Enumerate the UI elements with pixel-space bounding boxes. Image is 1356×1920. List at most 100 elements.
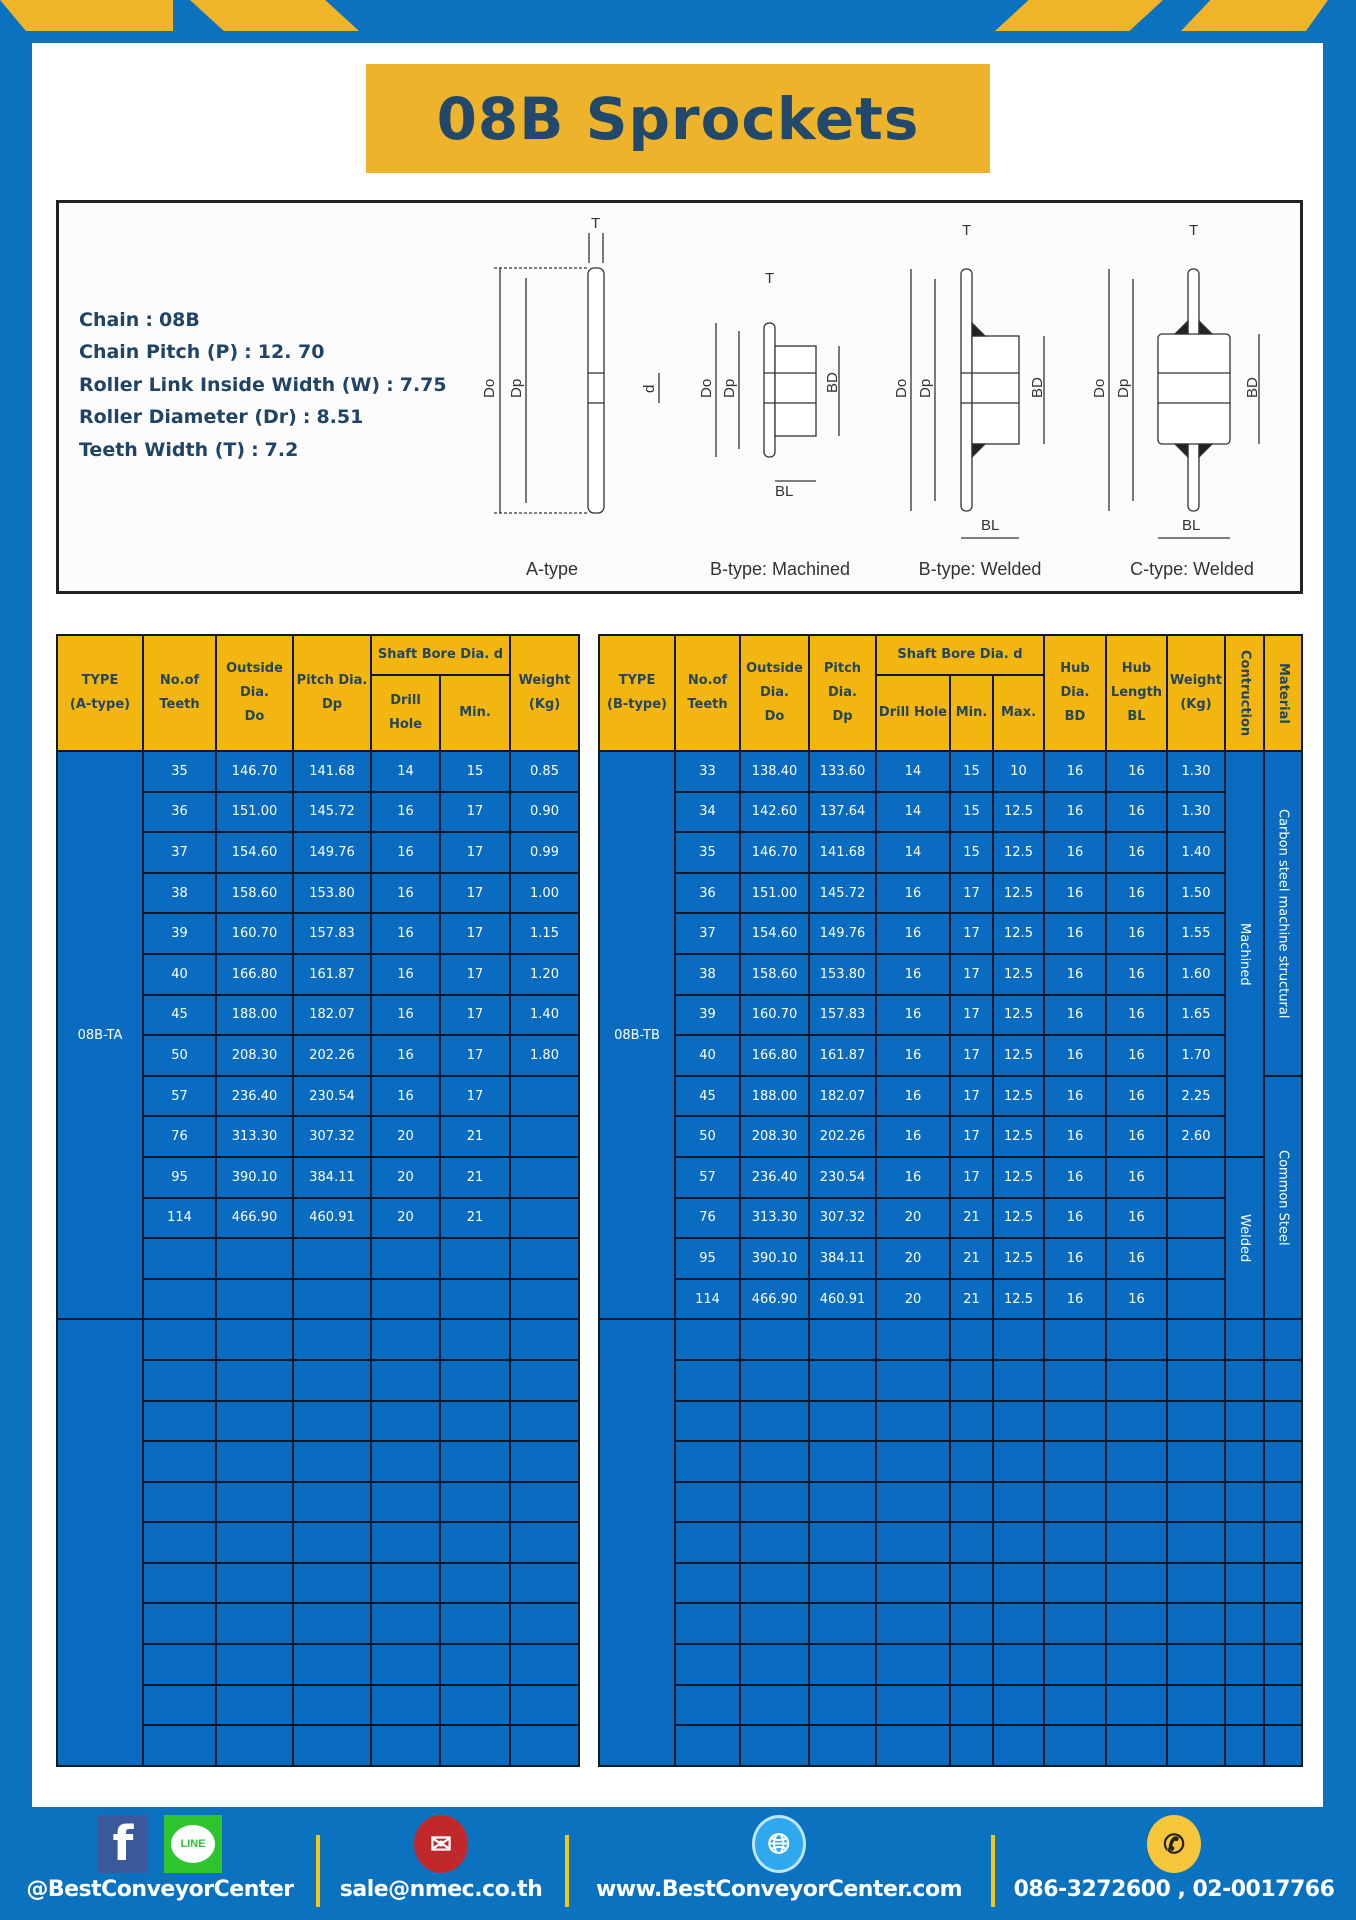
drill-hole-cell: 16 xyxy=(370,871,441,915)
empty-row xyxy=(599,1521,1303,1564)
phone-icon[interactable]: ✆ xyxy=(1147,1815,1201,1873)
min-bore-cell: 17 xyxy=(949,1074,994,1118)
pitch-dia-cell: 149.76 xyxy=(808,912,877,955)
table-row: 39 160.70 157.83 16 17 1.15 xyxy=(57,912,581,955)
empty-cell xyxy=(215,1602,294,1646)
max-bore-cell: 12.5 xyxy=(992,993,1045,1037)
empty-row xyxy=(599,1440,1303,1483)
max-bore-cell: 10 xyxy=(992,750,1045,793)
empty-cell xyxy=(215,1521,294,1564)
empty-cell xyxy=(1043,1440,1107,1483)
website-link[interactable]: www.BestConveyorCenter.com xyxy=(595,1877,963,1902)
empty-cell xyxy=(875,1358,951,1402)
empty-cell xyxy=(142,1724,217,1767)
empty-cell xyxy=(1043,1399,1107,1443)
empty-cell xyxy=(875,1683,951,1727)
hub-length-cell: 16 xyxy=(1105,1196,1168,1240)
weight-cell xyxy=(509,1155,581,1199)
empty-cell xyxy=(992,1724,1045,1767)
hub-dia-cell: 16 xyxy=(1043,1115,1107,1158)
hub-dia-cell: 16 xyxy=(1043,1196,1107,1240)
empty-cell xyxy=(949,1440,994,1483)
empty-cell xyxy=(1166,1724,1226,1767)
hub-dia-cell: 16 xyxy=(1043,1237,1107,1280)
empty-cell xyxy=(1166,1480,1226,1524)
empty-cell xyxy=(438,1724,512,1767)
social-handle[interactable]: @BestConveyorCenter xyxy=(26,1877,294,1902)
empty-cell xyxy=(949,1643,994,1686)
title-banner: 08B Sprockets xyxy=(366,64,990,173)
outside-dia-cell: 160.70 xyxy=(215,912,294,955)
pitch-dia-cell: 161.87 xyxy=(292,952,372,996)
max-bore-cell: 12.5 xyxy=(992,1237,1045,1280)
empty-cell xyxy=(370,1440,441,1483)
facebook-icon[interactable]: f xyxy=(98,1815,148,1873)
min-bore-cell: 17 xyxy=(438,993,512,1037)
max-bore-cell: 12.5 xyxy=(992,1115,1045,1158)
empty-cell xyxy=(1105,1683,1168,1727)
hub-length-cell: 16 xyxy=(1105,952,1168,996)
empty-cell xyxy=(438,1602,512,1646)
teeth-cell: 45 xyxy=(142,993,217,1037)
svg-text:BL: BL xyxy=(1182,517,1200,534)
hub-dia-cell: 16 xyxy=(1043,1155,1107,1199)
empty-cell xyxy=(509,1480,581,1524)
outside-dia-cell: 188.00 xyxy=(215,993,294,1037)
weight-cell: 0.90 xyxy=(509,790,581,834)
min-bore-cell: 17 xyxy=(438,871,512,915)
globe-icon[interactable]: 🌐︎ xyxy=(752,1815,806,1873)
pitch-dia-cell: 230.54 xyxy=(808,1155,877,1199)
max-bore-cell: 12.5 xyxy=(992,1074,1045,1118)
empty-cell xyxy=(1105,1358,1168,1402)
email-icon[interactable]: ✉ xyxy=(414,1815,468,1873)
weight-cell: 2.25 xyxy=(1166,1074,1226,1118)
drill-hole-cell xyxy=(370,1277,441,1321)
empty-cell xyxy=(509,1440,581,1483)
weight-cell: 0.99 xyxy=(509,831,581,874)
table-row: 114 466.90 460.91 20 21 12.5 16 16 xyxy=(599,1277,1302,1321)
outside-dia-cell xyxy=(215,1237,294,1280)
empty-cell xyxy=(739,1480,810,1524)
email-link[interactable]: sale@nmec.co.th xyxy=(339,1877,543,1902)
drill-hole-cell: 16 xyxy=(875,912,951,955)
hub-length-cell: 16 xyxy=(1105,871,1168,915)
min-bore-cell: 21 xyxy=(438,1196,512,1240)
empty-cell xyxy=(292,1440,372,1483)
empty-cell xyxy=(1263,1602,1303,1646)
material-cell: Common Steel xyxy=(1263,1074,1303,1321)
weight-cell: 1.00 xyxy=(509,871,581,915)
min-bore-cell: 17 xyxy=(949,993,994,1037)
empty-cell xyxy=(875,1561,951,1605)
hub-dia-cell: 16 xyxy=(1043,952,1107,996)
spec-chain: Chain:08B xyxy=(79,309,200,331)
empty-cell xyxy=(875,1440,951,1483)
drill-hole-cell: 16 xyxy=(370,1074,441,1118)
weight-cell: 1.55 xyxy=(1166,912,1226,955)
teeth-cell: 50 xyxy=(674,1115,741,1158)
outside-dia-cell: 146.70 xyxy=(739,831,810,874)
empty-cell xyxy=(674,1440,741,1483)
b-type-machined-drawing xyxy=(715,322,840,482)
empty-cell xyxy=(370,1399,441,1443)
empty-cell xyxy=(674,1399,741,1443)
phone-number[interactable]: 086-3272600 , 02-0017766 xyxy=(1013,1877,1335,1902)
weight-cell xyxy=(1166,1155,1226,1199)
empty-cell xyxy=(1263,1521,1303,1564)
divider xyxy=(991,1835,995,1907)
drill-hole-cell: 20 xyxy=(370,1115,441,1158)
header-outside-dia: Outside Dia. Do xyxy=(215,634,294,752)
line-icon[interactable]: LINE xyxy=(164,1815,222,1873)
empty-cell xyxy=(215,1399,294,1443)
header-min: Min. xyxy=(438,674,512,752)
empty-cell xyxy=(215,1724,294,1767)
hub-dia-cell: 16 xyxy=(1043,1034,1107,1077)
empty-cell xyxy=(1224,1602,1265,1646)
empty-cell xyxy=(215,1440,294,1483)
header-hub-dia: Hub Dia. BD xyxy=(1043,634,1107,752)
empty-cell xyxy=(438,1480,512,1524)
empty-cell xyxy=(215,1683,294,1727)
top-stripe xyxy=(1181,0,1328,31)
empty-cell xyxy=(1166,1683,1226,1727)
drill-hole-cell: 16 xyxy=(875,1074,951,1118)
empty-cell xyxy=(674,1318,741,1361)
